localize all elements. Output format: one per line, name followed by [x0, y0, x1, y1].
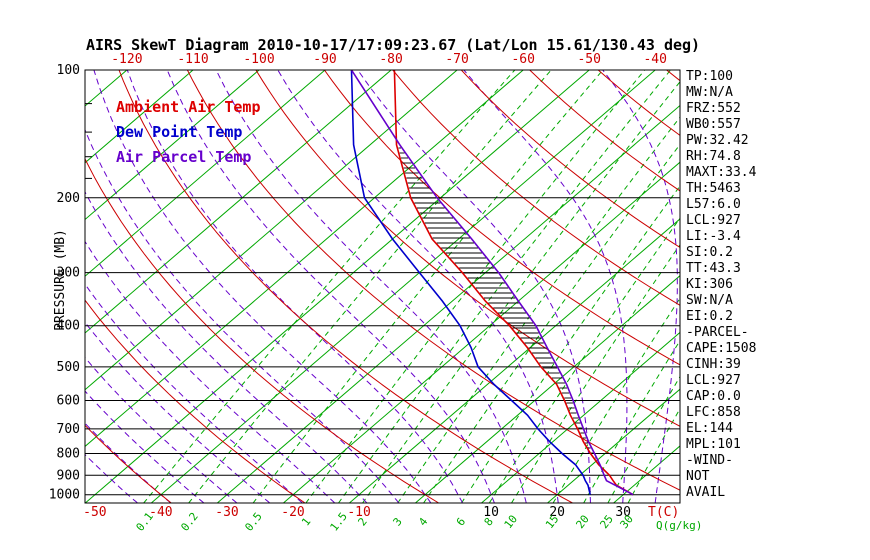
parcel-temp-curve [350, 70, 634, 496]
svg-text:T(C): T(C) [648, 505, 679, 520]
svg-text:0.5: 0.5 [242, 510, 264, 534]
stat-pw: PW:32.42 [686, 133, 749, 148]
stat-cinh: CINH:39 [686, 357, 741, 372]
stat-si: SI:0.2 [686, 245, 733, 260]
stat-th: TH:5463 [686, 181, 741, 196]
svg-text:-90: -90 [313, 52, 336, 67]
stat-sw: SW:N/A [686, 293, 733, 308]
svg-text:25: 25 [598, 513, 616, 531]
stat-li: LI:-3.4 [686, 229, 741, 244]
stat-parcel: -PARCEL- [686, 325, 749, 340]
stat-ki: KI:306 [686, 277, 733, 292]
stat-l57: L57:6.0 [686, 197, 741, 212]
stat-wb0: WB0:557 [686, 117, 741, 132]
stat-mw: MW:N/A [686, 85, 733, 100]
svg-text:900: 900 [57, 468, 80, 483]
svg-text:400: 400 [57, 319, 80, 334]
ambient-temp-curve [393, 70, 634, 496]
stat-rh: RH:74.8 [686, 149, 741, 164]
svg-text:0.2: 0.2 [178, 510, 200, 534]
svg-text:700: 700 [57, 422, 80, 437]
legend-dew-point-temp: Dew Point Temp [116, 123, 243, 141]
svg-text:20: 20 [573, 513, 591, 531]
stat-not: NOT [686, 469, 710, 484]
stat-cape: CAPE:1508 [686, 341, 757, 356]
svg-text:500: 500 [57, 360, 80, 375]
svg-text:Q(g/kg): Q(g/kg) [656, 519, 702, 532]
svg-text:-30: -30 [215, 505, 238, 520]
svg-text:600: 600 [57, 394, 80, 409]
svg-text:-50: -50 [83, 505, 106, 520]
svg-text:-10: -10 [347, 505, 370, 520]
stat-lcl: LCL:927 [686, 213, 741, 228]
svg-text:-60: -60 [511, 52, 534, 67]
svg-text:100: 100 [57, 63, 80, 78]
svg-text:-100: -100 [243, 52, 274, 67]
stat-lcl: LCL:927 [686, 373, 741, 388]
svg-text:4: 4 [416, 515, 431, 529]
svg-text:PRESSURE (MB): PRESSURE (MB) [53, 229, 68, 331]
svg-text:30: 30 [618, 513, 636, 531]
top-temp-labels: -120 -110 -100 -90 -80 -70 -60 -50 -40 [111, 52, 667, 67]
moist-adiabat-lines [85, 70, 678, 503]
svg-text:-120: -120 [111, 52, 142, 67]
pressure-tick-labels: 100 200 300 400 500 600 700 800 900 1000 [49, 63, 80, 503]
stat-cap: CAP:0.0 [686, 389, 741, 404]
svg-text:-70: -70 [445, 52, 468, 67]
stat-ei: EI:0.2 [686, 309, 733, 324]
dew-point-curve [350, 70, 591, 495]
stat-wind: -WIND- [686, 453, 733, 468]
svg-text:20: 20 [549, 505, 565, 520]
stat-mpl: MPL:101 [686, 437, 741, 452]
stat-tp: TP:100 [686, 69, 733, 84]
legend-ambient-air-temp: Ambient Air Temp [116, 98, 261, 116]
stat-frz: FRZ:552 [686, 101, 741, 116]
svg-text:800: 800 [57, 447, 80, 462]
stat-lfc: LFC:858 [686, 405, 741, 420]
svg-text:200: 200 [57, 191, 80, 206]
stat-el: EL:144 [686, 421, 733, 436]
svg-text:6: 6 [454, 515, 468, 528]
svg-text:-20: -20 [281, 505, 304, 520]
pressure-minor-ticks [85, 103, 92, 179]
svg-text:-50: -50 [577, 52, 600, 67]
svg-text:-80: -80 [379, 52, 402, 67]
stat-avail: AVAIL [686, 485, 726, 500]
svg-text:-40: -40 [643, 52, 666, 67]
chart-title: AIRS SkewT Diagram 2010-10-17/17:09:23.6… [86, 36, 701, 54]
svg-text:300: 300 [57, 266, 80, 281]
chart-legend: Ambient Air Temp Dew Point Temp Air Parc… [116, 95, 261, 170]
svg-text:15: 15 [543, 513, 561, 531]
isotherm-lines [85, 70, 680, 503]
pressure-axis-title: PRESSURE (MB) [53, 229, 68, 331]
stat-tt: TT:43.3 [686, 261, 741, 276]
legend-air-parcel-temp: Air Parcel Temp [116, 148, 252, 166]
bottom-temp-labels: -50 -40 -30 -20 -10 10 20 30 T(C) [83, 505, 679, 520]
svg-text:30: 30 [615, 505, 631, 520]
stat-maxt: MAXT:33.4 [686, 165, 757, 180]
dry-adiabat-lines [85, 70, 680, 503]
svg-text:3: 3 [390, 515, 404, 528]
svg-text:1000: 1000 [49, 488, 80, 503]
svg-text:-110: -110 [177, 52, 208, 67]
plot-border [84, 69, 681, 504]
cape-hatch-lines [397, 142, 599, 464]
svg-text:-40: -40 [149, 505, 172, 520]
svg-text:10: 10 [483, 505, 499, 520]
stats-panel: TP:100 MW:N/A FRZ:552 WB0:557 PW:32.42 RH:74.… [686, 69, 756, 501]
svg-text:1: 1 [299, 515, 313, 528]
svg-text:10: 10 [502, 513, 520, 531]
